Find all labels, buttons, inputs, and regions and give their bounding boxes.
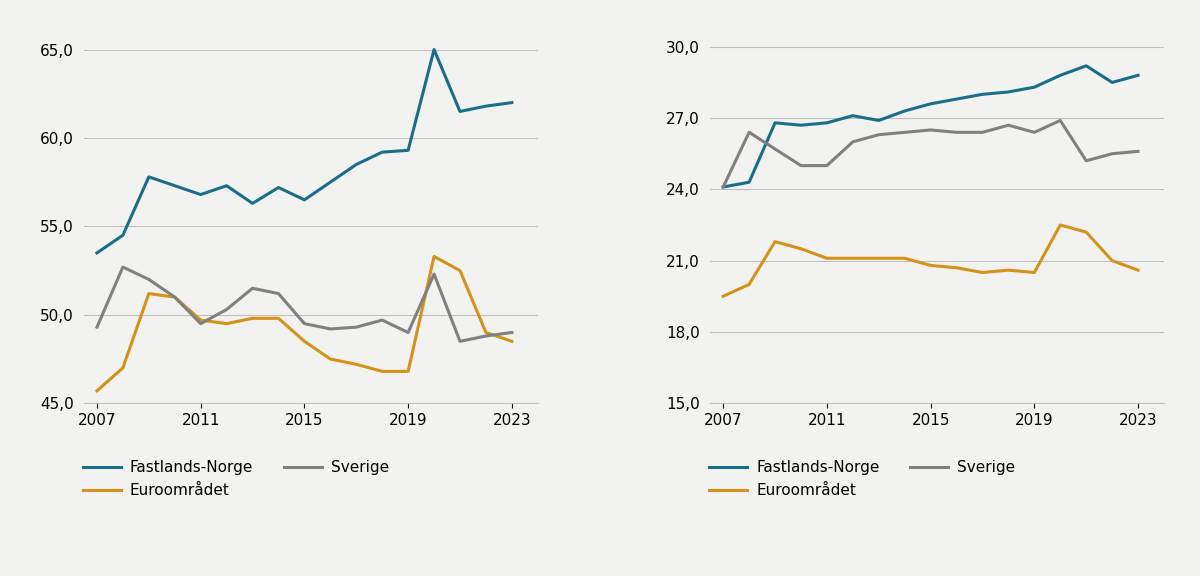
Legend: Fastlands-Norge, Euroområdet, Sverige: Fastlands-Norge, Euroområdet, Sverige — [83, 460, 389, 498]
Legend: Fastlands-Norge, Euroområdet, Sverige: Fastlands-Norge, Euroområdet, Sverige — [709, 460, 1015, 498]
